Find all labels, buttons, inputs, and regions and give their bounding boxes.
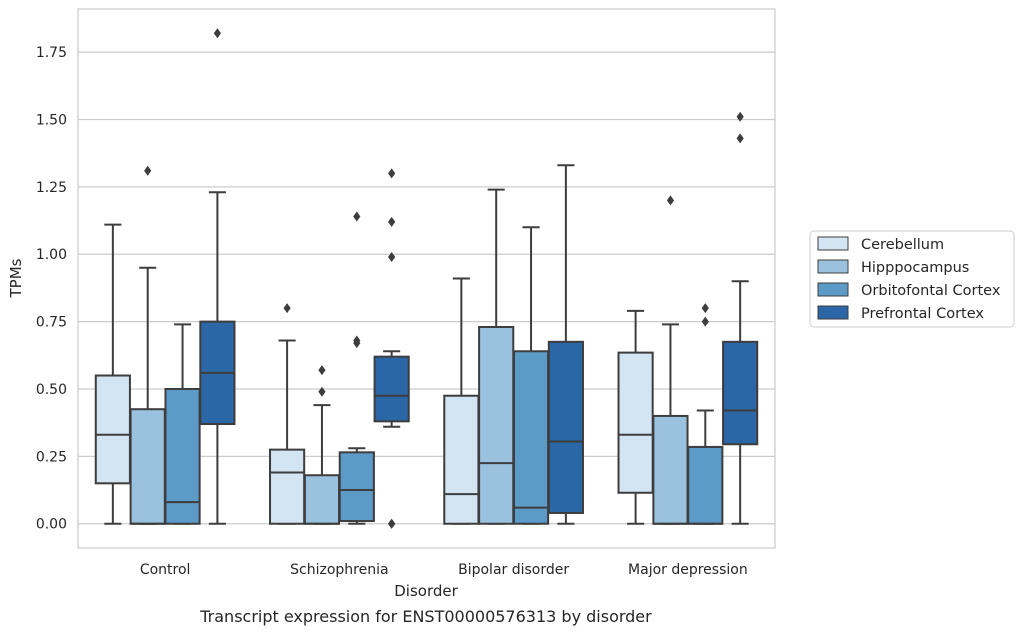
box [129,165,166,525]
outlier-point [388,251,396,262]
outlier-point [736,111,744,122]
box [269,303,306,525]
legend-frame [809,230,1015,328]
series-prefrontal-cortex [199,28,759,529]
box-iqr [373,355,410,423]
x-tick-label: Control [140,562,191,578]
box [164,323,201,525]
outlier-point [283,303,291,314]
outlier-point [213,28,221,39]
y-axis-title: TPMs [7,258,25,298]
y-axis-ticks: 0.00 0.25 0.50 0.75 1.00 1.25 1.50 1.75 [36,45,67,533]
outlier-point [318,365,326,376]
box [478,188,515,525]
y-tick-label: 0.25 [36,449,67,465]
x-axis-ticks: Control Schizophrenia Bipolar disorder Majo… [140,562,748,578]
box-iqr [303,474,341,525]
box-iqr [652,414,689,525]
box-series [94,28,759,529]
y-tick-label: 1.75 [36,45,67,61]
box [443,277,480,525]
y-tick-label: 0.75 [36,315,67,331]
box-iqr [338,451,375,523]
box-iqr [269,448,306,525]
outlier-point [388,518,396,529]
legend: Cerebellum Hipppocampus Orbitofontal Corte… [809,230,1015,328]
box [199,28,236,525]
box-iqr [443,394,480,525]
series-orbitofontal-cortex [164,211,724,525]
plot-area [77,8,776,549]
y-tick-label: 0.00 [36,517,67,533]
box [373,168,410,529]
box [722,111,759,525]
box [687,303,724,525]
legend-label: Hipppocampus [861,260,969,276]
outlier-point [353,211,361,222]
outlier-point [701,303,709,314]
box-iqr [512,350,550,525]
outlier-point [353,335,361,346]
y-tick-label: 1.00 [36,247,67,263]
y-tick-label: 0.50 [36,382,67,398]
legend-swatch [817,282,849,297]
y-tick-label: 1.50 [36,112,67,128]
box [94,223,131,525]
x-axis-title: Disorder [394,582,458,600]
box-iqr [129,408,166,525]
outlier-point [736,133,744,144]
y-tick-label: 1.25 [36,180,67,196]
outlier-point [388,216,396,227]
box-iqr [687,445,724,525]
x-tick-label: Major depression [628,562,748,578]
x-tick-label: Schizophrenia [290,562,388,578]
legend-swatch [817,305,849,320]
outlier-point [388,168,396,179]
box-iqr [478,326,515,525]
outlier-point [701,316,709,327]
box-iqr [722,340,759,446]
box-iqr [94,374,131,485]
box-iqr [547,340,584,514]
outlier-point [666,195,675,206]
legend-label: Cerebellum [861,237,944,253]
box [652,195,689,525]
series-hipppocampus [129,165,689,525]
plot-border [77,8,776,549]
chart-caption: Transcript expression for ENST0000057631… [199,607,652,626]
legend-label: Orbitofontal Cortex [861,283,1001,299]
box [338,211,375,525]
outlier-point [144,165,152,176]
box-iqr [617,351,654,494]
legend-label: Prefrontal Cortex [861,306,984,322]
box-iqr [164,387,201,525]
legend-swatch [817,259,849,274]
box [547,164,584,525]
legend-swatch [817,236,849,251]
outlier-point [318,386,326,397]
x-tick-label: Bipolar disorder [458,562,569,578]
